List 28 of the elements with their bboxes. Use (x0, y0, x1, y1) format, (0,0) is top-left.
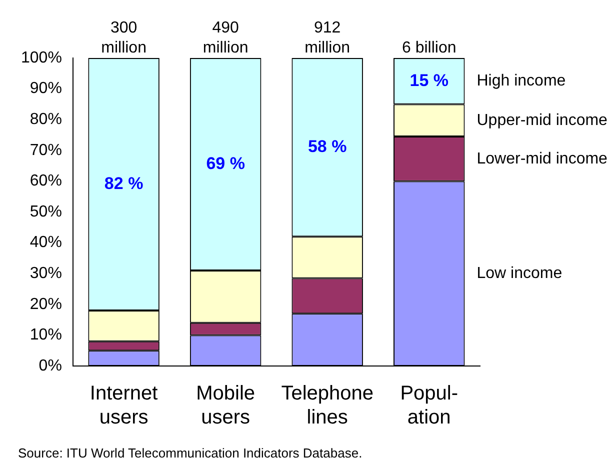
y-tick-label: 50% (30, 203, 62, 220)
y-tick-label: 40% (30, 234, 62, 252)
x-tick-label: Popul- ation (400, 382, 458, 429)
annotation: 300 million (101, 19, 146, 56)
x-tick-label: Telephone lines (281, 382, 374, 429)
data-label: 69 % (206, 154, 245, 173)
y-tick-label: 0% (38, 357, 62, 374)
series-label: High income (476, 72, 566, 90)
annotation: 912 million (304, 19, 350, 56)
data-label: 58 % (308, 137, 347, 156)
x-tick-label: Mobile users (196, 382, 256, 429)
source-note: Source: ITU World Telecommunication Indicators Database. (18, 446, 362, 461)
annotation: 490 million (202, 19, 248, 56)
data-label: 15 % (410, 70, 448, 90)
y-tick-label: 90% (30, 80, 62, 98)
y-tick-label: 20% (30, 296, 62, 313)
y-tick-label: 10% (30, 326, 62, 344)
series-label: Low income (476, 265, 562, 282)
data-label: 82 % (104, 174, 144, 193)
series-label: Lower-mid income (476, 150, 608, 168)
y-tick-label: 100% (21, 49, 62, 66)
y-tick-label: 30% (30, 265, 62, 282)
series-label: Upper-mid income (476, 112, 608, 129)
y-tick-label: 70% (30, 142, 62, 159)
x-tick-label: Internet users (90, 382, 158, 429)
annotation: 6 billion (402, 39, 456, 56)
y-tick-label: 60% (30, 172, 62, 190)
y-tick-label: 80% (30, 111, 62, 128)
